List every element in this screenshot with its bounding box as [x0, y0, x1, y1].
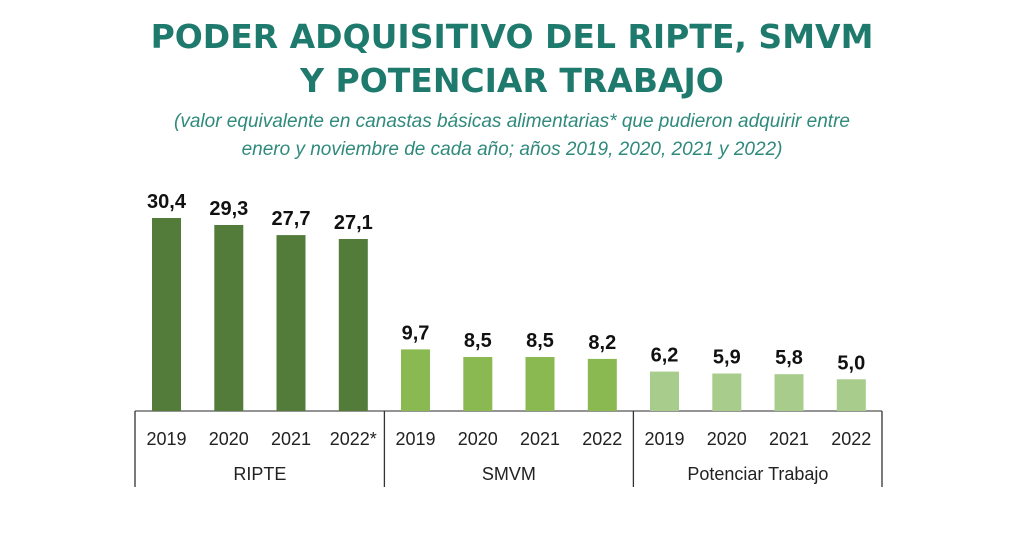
x-tick-label: 2020	[209, 429, 249, 449]
x-tick-label: 2021	[271, 429, 311, 449]
bar-ripte-2020	[214, 225, 244, 411]
chart-subtitle-line-1: (valor equivalente en canastas básicas a…	[174, 111, 850, 132]
bar-potenciar-trabajo-2021	[774, 374, 804, 411]
data-label: 27,1	[334, 212, 373, 234]
data-label: 29,3	[209, 198, 248, 220]
x-tick-label: 2019	[644, 429, 684, 449]
bar-smvm-2021	[525, 357, 555, 411]
group-label: SMVM	[482, 464, 536, 484]
data-label: 8,5	[526, 330, 554, 352]
data-label: 5,8	[775, 347, 803, 369]
bar-ripte-2021	[276, 235, 306, 411]
x-tick-label: 2021	[769, 429, 809, 449]
x-tick-label: 2022*	[330, 429, 377, 449]
group-label: Potenciar Trabajo	[687, 464, 828, 484]
bar-potenciar-trabajo-2020	[712, 373, 742, 411]
bar-smvm-2022	[587, 358, 617, 411]
data-label: 8,2	[588, 332, 616, 354]
data-label: 6,2	[651, 345, 679, 367]
data-label: 27,7	[272, 208, 311, 230]
x-tick-label: 2020	[707, 429, 747, 449]
bar-ripte-2019	[152, 218, 181, 411]
chart-title-line-2: Y POTENCIAR TRABAJO	[300, 61, 724, 100]
x-tick-label: 2021	[520, 429, 560, 449]
data-label: 9,7	[402, 322, 430, 344]
x-tick-label: 2022	[582, 429, 622, 449]
group-label: RIPTE	[233, 464, 286, 484]
bar-ripte-2022	[338, 239, 368, 411]
x-tick-label: 2019	[395, 429, 435, 449]
x-tick-label: 2020	[458, 429, 498, 449]
data-label: 5,9	[713, 347, 741, 369]
bar-potenciar-trabajo-2022	[836, 379, 866, 411]
chart-title-line-1: PODER ADQUISITIVO DEL RIPTE, SMVM	[150, 17, 874, 56]
bar-smvm-2020	[463, 357, 493, 411]
data-label: 30,4	[147, 191, 187, 213]
bar-smvm-2019	[401, 349, 430, 411]
chart-subtitle-line-2: enero y noviembre de cada año; años 2019…	[241, 139, 783, 160]
data-label: 8,5	[464, 330, 492, 352]
x-tick-label: 2022	[831, 429, 871, 449]
x-tick-label: 2019	[146, 429, 186, 449]
data-label: 5,0	[837, 352, 865, 374]
bar-potenciar-trabajo-2019	[650, 371, 679, 411]
